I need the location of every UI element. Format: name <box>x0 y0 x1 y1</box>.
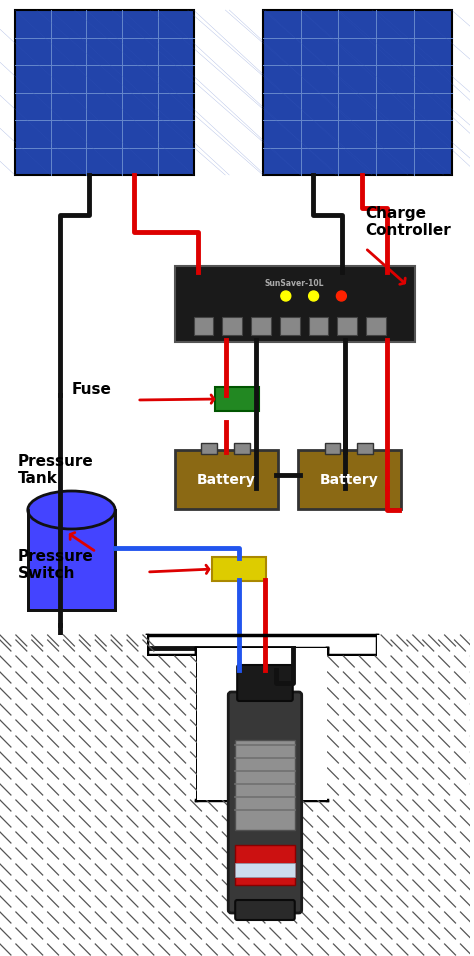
FancyBboxPatch shape <box>193 317 213 335</box>
FancyBboxPatch shape <box>235 900 295 920</box>
FancyBboxPatch shape <box>235 740 295 830</box>
Polygon shape <box>328 635 470 800</box>
FancyBboxPatch shape <box>222 317 242 335</box>
FancyBboxPatch shape <box>228 692 301 913</box>
Bar <box>198 648 327 800</box>
FancyBboxPatch shape <box>174 266 415 342</box>
Circle shape <box>309 291 319 301</box>
Bar <box>201 443 218 454</box>
FancyBboxPatch shape <box>309 317 328 335</box>
Bar <box>28 510 115 610</box>
Bar <box>0 635 470 956</box>
Bar <box>234 443 250 454</box>
Text: Fuse: Fuse <box>72 382 111 398</box>
Bar <box>357 443 373 454</box>
FancyBboxPatch shape <box>366 317 386 335</box>
FancyBboxPatch shape <box>263 10 452 175</box>
FancyBboxPatch shape <box>235 845 295 885</box>
Text: Pressure
Switch: Pressure Switch <box>18 549 93 581</box>
FancyBboxPatch shape <box>337 317 357 335</box>
FancyBboxPatch shape <box>237 665 293 701</box>
FancyBboxPatch shape <box>280 317 300 335</box>
Bar <box>325 443 340 454</box>
Text: Battery: Battery <box>197 472 255 487</box>
Text: Pressure
Tank: Pressure Tank <box>18 454 93 487</box>
Circle shape <box>281 291 291 301</box>
Text: Charge
Controller: Charge Controller <box>365 206 451 238</box>
FancyBboxPatch shape <box>212 557 266 581</box>
FancyBboxPatch shape <box>174 450 278 509</box>
Circle shape <box>337 291 346 301</box>
Text: Battery: Battery <box>320 472 379 487</box>
Ellipse shape <box>28 491 115 529</box>
FancyBboxPatch shape <box>251 317 271 335</box>
FancyBboxPatch shape <box>298 450 401 509</box>
Polygon shape <box>0 635 197 800</box>
FancyBboxPatch shape <box>215 387 259 411</box>
FancyBboxPatch shape <box>235 863 295 877</box>
FancyBboxPatch shape <box>15 10 193 175</box>
Text: SunSaver-10L: SunSaver-10L <box>265 279 325 289</box>
